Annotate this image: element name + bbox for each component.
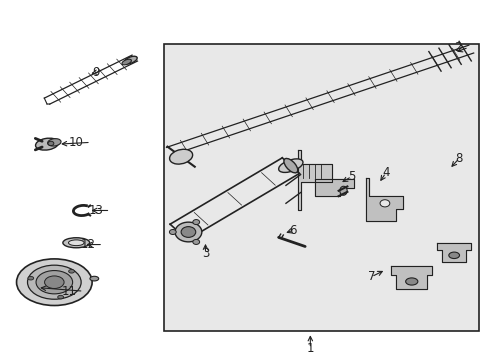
Ellipse shape bbox=[58, 295, 63, 299]
Ellipse shape bbox=[175, 222, 202, 242]
Ellipse shape bbox=[17, 259, 92, 306]
Polygon shape bbox=[390, 266, 431, 289]
Text: 4: 4 bbox=[382, 166, 389, 179]
Ellipse shape bbox=[169, 149, 192, 164]
Ellipse shape bbox=[278, 159, 303, 172]
Ellipse shape bbox=[63, 238, 89, 248]
Text: 12: 12 bbox=[81, 238, 96, 251]
Text: 7: 7 bbox=[367, 270, 374, 283]
Ellipse shape bbox=[122, 59, 131, 65]
Ellipse shape bbox=[169, 229, 176, 234]
Ellipse shape bbox=[47, 139, 61, 146]
Text: 11: 11 bbox=[61, 285, 76, 298]
Text: 2: 2 bbox=[453, 41, 461, 54]
Ellipse shape bbox=[124, 56, 137, 64]
Text: 3: 3 bbox=[202, 247, 209, 260]
Ellipse shape bbox=[448, 252, 459, 258]
Text: 1: 1 bbox=[306, 342, 313, 355]
Ellipse shape bbox=[379, 200, 389, 207]
Ellipse shape bbox=[284, 158, 297, 173]
Ellipse shape bbox=[68, 270, 74, 273]
Ellipse shape bbox=[90, 276, 99, 281]
Text: 9: 9 bbox=[92, 66, 100, 79]
Ellipse shape bbox=[181, 226, 195, 237]
Ellipse shape bbox=[339, 186, 346, 195]
Polygon shape bbox=[436, 243, 470, 262]
Text: 6: 6 bbox=[289, 224, 296, 237]
Ellipse shape bbox=[405, 278, 417, 285]
Ellipse shape bbox=[48, 141, 54, 145]
Text: 8: 8 bbox=[454, 152, 462, 165]
Text: 13: 13 bbox=[88, 204, 103, 217]
Polygon shape bbox=[298, 149, 331, 211]
Text: 5: 5 bbox=[347, 170, 355, 183]
Ellipse shape bbox=[27, 265, 81, 299]
Ellipse shape bbox=[36, 271, 73, 294]
Ellipse shape bbox=[28, 276, 34, 280]
Ellipse shape bbox=[36, 138, 59, 150]
Ellipse shape bbox=[192, 239, 199, 244]
Ellipse shape bbox=[68, 240, 84, 246]
Bar bbox=[163, 44, 478, 330]
Text: 10: 10 bbox=[69, 136, 83, 149]
Polygon shape bbox=[315, 179, 353, 196]
Ellipse shape bbox=[192, 220, 199, 225]
Ellipse shape bbox=[44, 276, 64, 288]
Polygon shape bbox=[366, 178, 402, 221]
